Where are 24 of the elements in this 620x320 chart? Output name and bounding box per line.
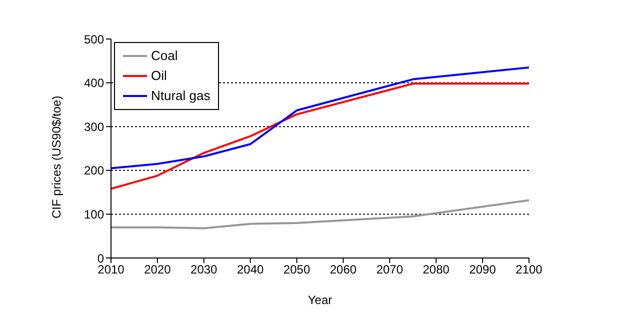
x-tick-label: 2010 bbox=[98, 262, 125, 277]
line-series bbox=[111, 199, 529, 230]
x-tick-label: 2070 bbox=[376, 262, 404, 277]
x-tick-label: 2050 bbox=[283, 262, 310, 277]
y-tick-label: 200 bbox=[84, 164, 104, 178]
legend-label: Coal bbox=[151, 47, 178, 65]
x-tick-label: 2100 bbox=[516, 262, 543, 277]
x-tick-label: 2090 bbox=[469, 262, 496, 277]
y-tick-label: 100 bbox=[84, 207, 104, 222]
y-tick-label: 0 bbox=[97, 251, 104, 266]
line-series bbox=[111, 82, 529, 190]
line-series bbox=[111, 66, 529, 170]
x-tick-label: 2030 bbox=[190, 262, 218, 277]
y-axis-title: CIF prices (US90$/toe) bbox=[49, 96, 64, 218]
legend-label: Ntural gas bbox=[151, 87, 210, 105]
legend-label: Oil bbox=[151, 67, 167, 85]
x-tick-label: 2020 bbox=[144, 262, 172, 277]
y-tick-label: 300 bbox=[84, 120, 104, 134]
x-axis-title: Year bbox=[308, 293, 332, 307]
x-tick-label: 2060 bbox=[330, 262, 357, 277]
y-tick-label: 500 bbox=[84, 32, 104, 46]
x-tick-label: 2080 bbox=[422, 262, 450, 277]
y-tick-label: 400 bbox=[84, 76, 104, 90]
x-tick-label: 2040 bbox=[236, 262, 264, 277]
